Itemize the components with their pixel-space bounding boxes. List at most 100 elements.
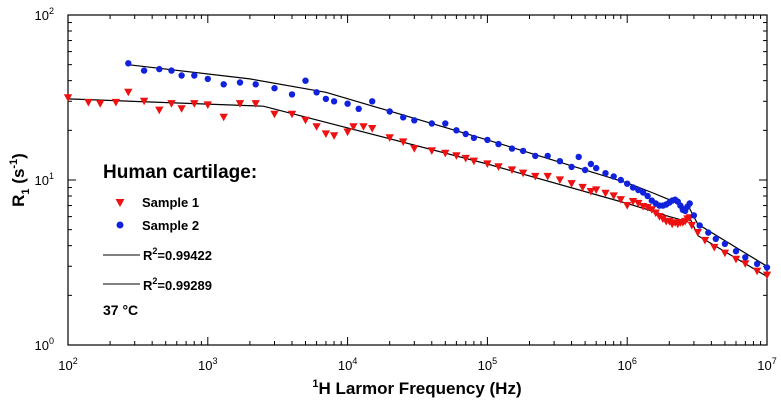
- sample-1-point: [693, 229, 702, 237]
- sample-1-point: [494, 163, 503, 171]
- sample-1-point: [63, 94, 73, 102]
- sample-2-point: [690, 212, 698, 219]
- sample-1-point: [586, 188, 596, 196]
- legend-fit-1-prefix: R: [143, 248, 153, 263]
- sample-1-point: [385, 134, 394, 142]
- y-axis-label-main: R: [9, 195, 28, 207]
- sample-1-point: [301, 116, 310, 125]
- sample-1-point: [752, 267, 762, 276]
- sample-2-point: [288, 91, 296, 98]
- sample-1-point: [219, 113, 228, 122]
- sample-2-point: [742, 254, 749, 261]
- sample-2-point: [593, 164, 600, 172]
- sample-1-point: [616, 196, 625, 204]
- y-axis-label-unit-sup: -1: [8, 159, 20, 169]
- sample-2-point: [178, 72, 185, 79]
- sample-2-point: [617, 176, 624, 184]
- legend-fit-2-sup: 2: [152, 276, 157, 286]
- sample-1-point: [321, 130, 331, 138]
- sample-2-point: [302, 77, 309, 84]
- sample-1-point: [623, 202, 632, 210]
- sample-1-point: [329, 132, 339, 140]
- sample-2-point: [344, 100, 351, 107]
- sample-2-point: [519, 147, 527, 155]
- y-axis-label-sub: 1: [20, 188, 32, 194]
- sample-1-point: [111, 98, 121, 107]
- y-axis-label: R1 (s-1): [8, 153, 32, 207]
- sample-1-point: [741, 260, 750, 268]
- legend-fit-1-label: R2=0.99422: [143, 246, 212, 263]
- sample-1-point: [731, 255, 741, 264]
- sample-2-point: [575, 153, 582, 161]
- sample-2-point: [629, 184, 637, 191]
- sample-1-point: [167, 100, 176, 108]
- sample-2-point: [587, 160, 595, 168]
- sample-2-point: [140, 67, 148, 74]
- x-tick-label: 105: [478, 356, 497, 373]
- legend-sample-2-marker: [116, 221, 124, 229]
- sample-1-point: [601, 189, 610, 198]
- sample-1-point: [555, 176, 565, 184]
- temperature-label: 37 °C: [103, 302, 138, 318]
- sample-1-point: [687, 221, 696, 230]
- sample-2-point: [763, 264, 771, 271]
- legend-fit-2-prefix: R: [143, 278, 153, 293]
- sample-2-point: [220, 81, 227, 88]
- sample-1-point: [710, 243, 719, 252]
- legend-fit-2-label: R2=0.99289: [143, 276, 212, 293]
- sample-2-point: [544, 152, 551, 160]
- sample-2-point: [568, 163, 575, 171]
- sample-2-point: [156, 65, 163, 73]
- sample-1-point: [312, 123, 321, 131]
- sample-1-points: [63, 88, 772, 280]
- sample-1-point: [655, 213, 664, 221]
- sample-2-point: [508, 145, 516, 152]
- sample-2-point: [355, 105, 362, 113]
- x-tick-label: 106: [617, 356, 636, 373]
- sample-2-point: [330, 98, 338, 105]
- sample-1-point: [609, 192, 618, 200]
- sample-1-point: [578, 183, 587, 192]
- sample-2-point: [581, 166, 589, 174]
- y-tick-label: 102: [35, 6, 54, 23]
- sample-2-point: [644, 192, 651, 200]
- legend-sample-1-label: Sample 1: [142, 195, 199, 210]
- y-tick-labels: 100 101 102: [35, 6, 54, 353]
- sample-2-point: [191, 72, 198, 79]
- sample-2-point: [753, 260, 761, 268]
- y-axis-label-unit-close: ): [9, 153, 28, 159]
- sample-2-point: [369, 98, 376, 105]
- sample-1-point: [287, 110, 297, 119]
- sample-2-point: [602, 170, 609, 177]
- sample-1-point: [592, 186, 601, 194]
- legend-sample-1-marker: [115, 199, 125, 207]
- sample-2-point: [635, 186, 642, 194]
- sample-2-point: [322, 95, 330, 103]
- sample-2-point: [610, 173, 617, 180]
- legend-sample-2-label: Sample 2: [142, 218, 199, 233]
- sample-1-point: [177, 105, 186, 113]
- sample-1-point: [203, 101, 212, 109]
- sample-1-point: [461, 154, 470, 163]
- y-tick-label: 101: [35, 171, 54, 188]
- sample-1-point: [427, 147, 436, 155]
- sample-2-point: [686, 200, 693, 207]
- sample-2-points: [125, 60, 771, 271]
- sample-2-point: [470, 134, 478, 142]
- x-axis-label-text: H Larmor Frequency (Hz): [319, 379, 522, 398]
- sample-2-point: [732, 248, 740, 255]
- sample-1-point: [155, 106, 164, 115]
- legend-fit-1-value: =0.99422: [157, 248, 212, 263]
- sample-2-point: [712, 235, 719, 242]
- sample-2-point: [495, 140, 502, 148]
- sample-1-point: [349, 123, 358, 131]
- sample-2-point: [313, 89, 320, 96]
- sample-2-point: [236, 79, 244, 86]
- x-tick-labels: 102 103 104 105 106 107: [58, 356, 776, 373]
- sample-2-point: [462, 130, 469, 138]
- sample-1-point: [124, 88, 133, 97]
- sample-1-point: [96, 100, 105, 108]
- sample-2-point: [705, 229, 712, 236]
- sample-2-point: [484, 136, 491, 144]
